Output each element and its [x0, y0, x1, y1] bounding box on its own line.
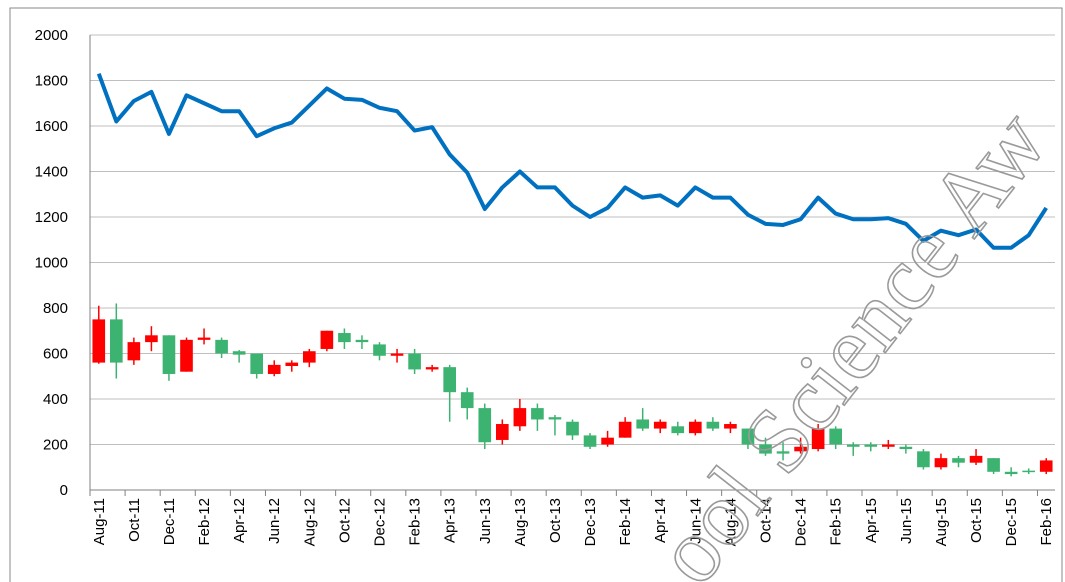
x-tick-label: Apr-14 [652, 498, 669, 543]
x-tick-label: Feb-16 [1038, 498, 1055, 546]
candle-body [776, 451, 790, 454]
candle-body [601, 437, 614, 445]
x-tick-label: Aug-12 [301, 498, 318, 546]
candle-body [408, 353, 421, 370]
candle-body [1039, 460, 1053, 472]
y-tick-label: 2000 [35, 27, 68, 44]
candle-body [846, 444, 860, 447]
candle-body [987, 458, 1000, 472]
y-tick-label: 800 [43, 300, 68, 317]
candle-body [724, 424, 737, 429]
x-tick-label: Apr-15 [863, 498, 880, 543]
candle-body [303, 351, 316, 363]
candle-body [829, 428, 842, 445]
candle-body [969, 455, 983, 463]
candle-body [162, 335, 176, 374]
x-tick-label: Dec-12 [372, 498, 389, 546]
candle-body [1022, 470, 1035, 473]
candle-body [882, 444, 895, 447]
y-tick-label: 1600 [35, 118, 68, 135]
candle-body [425, 367, 439, 370]
candle-body [373, 344, 386, 356]
candle-body [689, 421, 702, 434]
x-tick-label: Apr-12 [231, 498, 248, 543]
candle-body [531, 408, 544, 420]
x-tick-label: Jun-15 [898, 498, 915, 544]
candle-body [548, 417, 562, 420]
candle-body [496, 424, 509, 440]
line-series [96, 72, 1048, 250]
candle-body [952, 458, 965, 463]
x-tick-label: Oct-11 [126, 498, 143, 542]
x-tick-label: Aug-11 [91, 498, 108, 545]
candle-body [618, 421, 632, 438]
x-tick-label: Oct-12 [336, 498, 353, 543]
y-tick-label: 0 [60, 482, 68, 499]
x-tick-label: Feb-12 [196, 498, 213, 546]
candle-body [110, 319, 123, 363]
candle-body [443, 367, 456, 393]
candle-body [636, 419, 649, 429]
candle-body [267, 364, 281, 374]
x-tick-label: Oct-13 [547, 498, 564, 543]
candle-body [1004, 471, 1018, 475]
candle-body [355, 339, 369, 343]
y-tick-label: 600 [43, 346, 68, 363]
x-tick-label: Jun-12 [266, 498, 283, 544]
candle-body [899, 446, 913, 450]
candle-body [127, 342, 141, 361]
y-tick-label: 1000 [35, 255, 68, 272]
candle-body [671, 426, 685, 434]
x-tick-label: Apr-13 [442, 498, 459, 543]
y-tick-label: 400 [43, 391, 68, 408]
x-tick-label: Dec-11 [161, 498, 178, 545]
chart-frame [9, 7, 1063, 582]
x-tick-label: Dec-15 [1003, 498, 1020, 546]
candle-body [197, 337, 211, 340]
x-tick-label: Aug-13 [512, 498, 529, 546]
candle-body [566, 421, 579, 436]
candle-body [864, 444, 878, 447]
candle-body [285, 362, 299, 367]
candle-body [390, 353, 404, 356]
candle-body [92, 319, 106, 363]
x-tick-label: Aug-14 [722, 498, 739, 546]
x-tick-label: Oct-15 [968, 498, 985, 543]
y-tick-label: 200 [43, 437, 68, 454]
y-tick-label: 1400 [35, 164, 68, 181]
x-tick-label: Aug-15 [933, 498, 950, 546]
x-tick-label: Feb-14 [617, 498, 634, 546]
candle-body [180, 339, 193, 372]
x-tick-label: Dec-13 [582, 498, 599, 546]
x-tick-label: Feb-15 [828, 498, 845, 546]
candle-body [320, 330, 334, 349]
y-tick-label: 1200 [35, 209, 68, 226]
candle-body [460, 392, 474, 409]
candle-body [794, 446, 807, 452]
candle-body [513, 408, 527, 427]
x-tick-label: Feb-13 [407, 498, 424, 546]
candle-body [583, 435, 597, 447]
candle-body [741, 428, 755, 445]
x-tick-label: Oct-14 [758, 498, 775, 543]
candle-body [759, 444, 772, 454]
candle-body [934, 458, 948, 468]
x-tick-label: Jun-13 [477, 498, 494, 544]
watermark: ool Science Aw [635, 91, 1065, 582]
x-tick-label: Jun-14 [687, 498, 704, 544]
candle-body [145, 335, 158, 343]
candle-body [478, 408, 492, 443]
candle-body [653, 421, 667, 429]
candle-body [706, 421, 720, 429]
candle-body [250, 353, 263, 374]
candle-body [215, 339, 228, 354]
y-tick-label: 1800 [35, 73, 68, 90]
candle-body [338, 333, 351, 343]
x-tick-label: Dec-14 [793, 498, 810, 546]
candle-body [917, 451, 930, 468]
candle-body [811, 428, 825, 450]
candle-body [232, 351, 246, 355]
